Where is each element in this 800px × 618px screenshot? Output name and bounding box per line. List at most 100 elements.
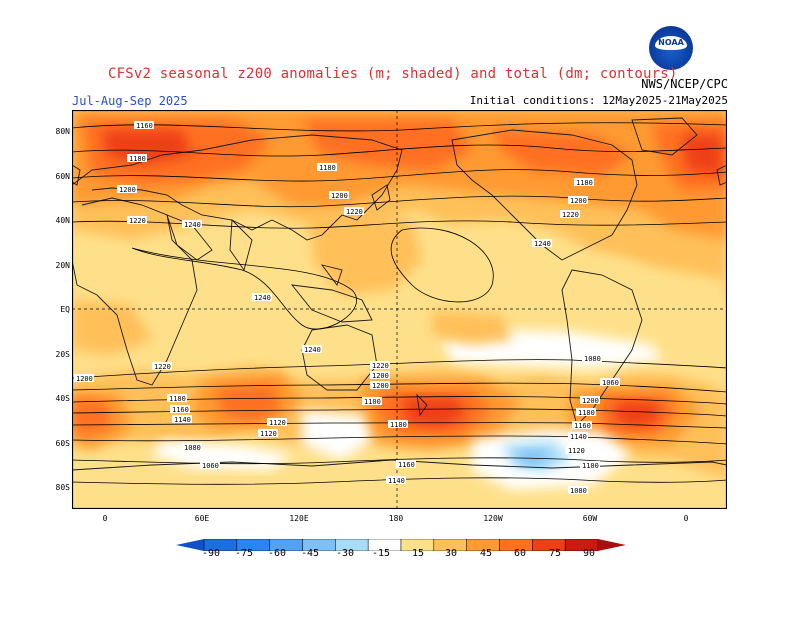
svg-text:1160: 1160	[136, 122, 153, 130]
map-title: CFSv2 seasonal z200 anomalies (m; shaded…	[108, 66, 678, 82]
contour-label: 1220	[127, 216, 147, 225]
contour-label: 1180	[167, 394, 187, 403]
svg-text:1220: 1220	[372, 362, 389, 370]
forecast-period: Jul-Aug-Sep 2025	[72, 94, 188, 108]
svg-text:1180: 1180	[319, 164, 336, 172]
contour-label-boxes: 1160 1180 1200 1220 1240 1180 1200 1220 …	[74, 121, 620, 495]
contour-label: 1220	[560, 210, 580, 219]
noaa-logo: NOAA	[649, 26, 693, 70]
svg-text:1220: 1220	[562, 211, 579, 219]
contour-label: 1100	[580, 461, 600, 470]
svg-text:1180: 1180	[578, 409, 595, 417]
contour-label: 1180	[576, 408, 596, 417]
svg-text:1140: 1140	[388, 477, 405, 485]
lon-label: 60E	[194, 514, 210, 523]
contour-label: 1200	[580, 396, 600, 405]
coastlines	[72, 117, 727, 471]
colorbar-label: 30	[444, 548, 458, 559]
contour-label: 1140	[172, 415, 192, 424]
lat-label: 80S	[55, 483, 70, 492]
colorbar-label: -30	[335, 548, 355, 559]
lon-label: 120W	[483, 514, 503, 523]
svg-text:1240: 1240	[304, 346, 321, 354]
contour-label: 1220	[370, 361, 390, 370]
contour-label: 1140	[568, 432, 588, 441]
contour-label: 1220	[152, 362, 172, 371]
gull-icon	[655, 36, 687, 50]
contour-label: 1160	[170, 405, 190, 414]
svg-text:1180: 1180	[129, 155, 146, 163]
svg-text:1120: 1120	[260, 430, 277, 438]
svg-text:1080: 1080	[184, 444, 201, 452]
svg-text:1140: 1140	[570, 433, 587, 441]
colorbar	[176, 536, 626, 555]
contour-label: 1080	[568, 486, 588, 495]
lat-label: 60N	[55, 172, 70, 181]
lon-label: 60W	[582, 514, 598, 523]
contour-label: 1160	[572, 421, 592, 430]
svg-text:1200: 1200	[372, 382, 389, 390]
svg-text:1160: 1160	[172, 406, 189, 414]
contour-label: 1160	[134, 121, 154, 130]
shaded-anomalies	[72, 110, 727, 509]
contour-label: 1120	[267, 418, 287, 427]
logo-text: NOAA	[658, 38, 684, 47]
colorbar-label: -90	[201, 548, 221, 559]
lon-label: 0	[102, 514, 108, 523]
initial-conditions: Initial conditions: 12May2025-21May2025	[469, 94, 728, 107]
colorbar-label: 75	[548, 548, 562, 559]
contour-label: 1180	[388, 420, 408, 429]
lat-label: 40S	[55, 394, 70, 403]
colorbar-label: 60	[513, 548, 527, 559]
colorbar-label: 15	[411, 548, 425, 559]
contour-label: 1200	[568, 196, 588, 205]
lat-label: 80N	[55, 127, 70, 136]
map-canvas: 1160 1180 1200 1220 1240 1180 1200 1220 …	[72, 110, 727, 509]
svg-text:1200: 1200	[331, 192, 348, 200]
svg-text:1240: 1240	[534, 240, 551, 248]
colorbar-label: -60	[267, 548, 287, 559]
colorbar-over-arrow	[598, 539, 626, 551]
svg-text:1240: 1240	[184, 221, 201, 229]
grid-lines	[72, 110, 727, 509]
svg-text:1100: 1100	[364, 398, 381, 406]
contour-label: 1060	[600, 378, 620, 387]
svg-text:1060: 1060	[602, 379, 619, 387]
svg-text:1060: 1060	[202, 462, 219, 470]
svg-text:1200: 1200	[372, 372, 389, 380]
contour-label: 1080	[182, 443, 202, 452]
svg-text:1100: 1100	[582, 462, 599, 470]
map-frame	[72, 110, 727, 509]
contour-label: 1240	[252, 293, 272, 302]
svg-text:1080: 1080	[570, 487, 587, 495]
lon-label: 180	[388, 514, 404, 523]
anomaly-map: 1160 1180 1200 1220 1240 1180 1200 1220 …	[72, 110, 727, 509]
contour-label: 1220	[344, 207, 364, 216]
lon-label: 120E	[289, 514, 309, 523]
contour-label: 1120	[566, 446, 586, 455]
contour-label: 1200	[329, 191, 349, 200]
lat-label: 60S	[55, 439, 70, 448]
contour-label: 1060	[200, 461, 220, 470]
svg-text:1120: 1120	[568, 447, 585, 455]
colorbar-label: -45	[300, 548, 320, 559]
lat-label: 20S	[55, 350, 70, 359]
svg-text:1220: 1220	[346, 208, 363, 216]
svg-text:1200: 1200	[119, 186, 136, 194]
colorbar-label: 45	[479, 548, 493, 559]
svg-text:1080: 1080	[584, 355, 601, 363]
organization-label: NWS/NCEP/CPC	[641, 77, 728, 91]
lat-label: 40N	[55, 216, 70, 225]
contour-label: 1140	[386, 476, 406, 485]
contour-label: 1240	[532, 239, 552, 248]
svg-text:1180: 1180	[390, 421, 407, 429]
contour-label: 1200	[117, 185, 137, 194]
height-contours	[72, 122, 727, 485]
svg-text:1200: 1200	[76, 375, 93, 383]
svg-text:1180: 1180	[169, 395, 186, 403]
contour-label: 1180	[574, 178, 594, 187]
colorbar-under-arrow	[176, 539, 204, 551]
svg-text:1140: 1140	[174, 416, 191, 424]
contour-label: 1200	[74, 374, 94, 383]
contour-label: 1180	[127, 154, 147, 163]
